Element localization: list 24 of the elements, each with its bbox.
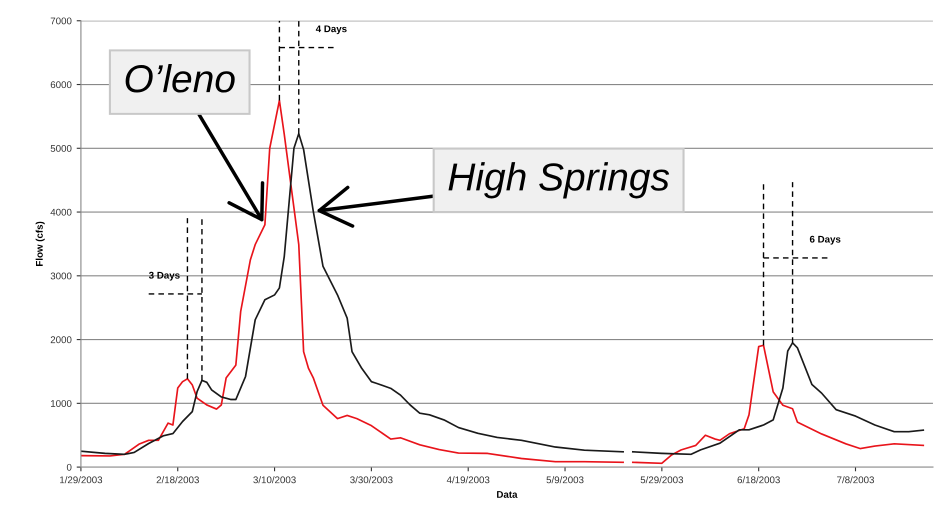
x-tick-label: 7/8/2003: [837, 476, 874, 484]
annotation: High Springs: [448, 162, 670, 198]
y-tick-label: 7000: [50, 17, 72, 24]
y-axis-title: Flow (cfs): [36, 222, 45, 266]
x-tick-label: 3/10/2003: [253, 476, 296, 484]
y-tick-label: 4000: [50, 208, 72, 216]
y-tick-label: 1000: [51, 400, 72, 407]
x-tick-label: 4/19/2003: [446, 476, 490, 484]
annotation: 3 Days: [148, 272, 180, 281]
y-tick-label: 0: [66, 464, 72, 471]
x-tick-label: 1/29/2003: [60, 476, 102, 484]
annotation: 6 Days: [810, 236, 840, 245]
y-tick-label: 3000: [50, 272, 72, 280]
y-tick-label: 2000: [50, 336, 72, 344]
x-tick-label: 3/30/2003: [350, 476, 393, 484]
x-tick-label: 2/18/2003: [156, 476, 199, 484]
x-tick-label: 5/29/2003: [640, 476, 684, 484]
x-tick-label: 5/9/2003: [546, 476, 584, 484]
y-tick-label: 5000: [50, 145, 72, 152]
x-tick-label: 6/18/2003: [738, 476, 780, 484]
annotation: 4 Days: [316, 25, 347, 34]
annotation: O’leno: [126, 64, 235, 93]
x-axis-title: Data: [497, 491, 518, 498]
y-tick-label: 6000: [50, 81, 72, 88]
